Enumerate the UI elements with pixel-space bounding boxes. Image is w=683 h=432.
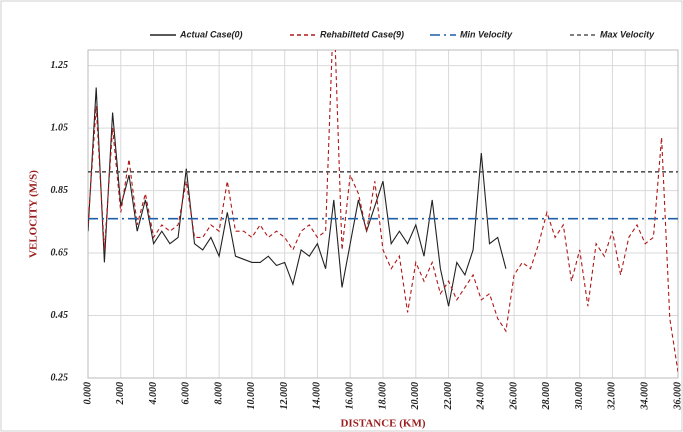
legend-label: Max Velocity bbox=[600, 29, 655, 39]
legend-label: Rehabiltetd Case(9) bbox=[320, 29, 404, 39]
x-tick-label: 30.000 bbox=[574, 382, 585, 411]
y-tick-label: 0.65 bbox=[51, 247, 69, 258]
x-tick-label: 22.000 bbox=[443, 382, 454, 411]
x-tick-label: 16.000 bbox=[345, 382, 356, 410]
series-line bbox=[88, 50, 678, 372]
x-tick-label: 14.000 bbox=[312, 382, 323, 410]
x-tick-label: 34.000 bbox=[640, 382, 651, 411]
y-tick-label: 0.85 bbox=[51, 185, 69, 196]
x-tick-label: 32.000 bbox=[607, 382, 618, 411]
x-axis-title: DISTANCE (KM) bbox=[340, 418, 425, 430]
x-tick-label: 12.000 bbox=[279, 382, 290, 410]
x-tick-label: 8.000 bbox=[213, 382, 224, 405]
x-tick-label: 4.000 bbox=[148, 382, 159, 406]
x-tick-label: 18.000 bbox=[377, 382, 388, 410]
legend-label: Min Velocity bbox=[460, 29, 513, 39]
x-tick-label: 0.000 bbox=[82, 382, 93, 405]
x-tick-label: 20.000 bbox=[410, 382, 421, 411]
x-tick-label: 10.000 bbox=[246, 382, 257, 410]
x-tick-label: 36.000 bbox=[672, 382, 683, 411]
x-tick-label: 6.000 bbox=[181, 382, 192, 405]
x-tick-label: 28.000 bbox=[541, 382, 552, 411]
y-tick-label: 0.45 bbox=[51, 310, 69, 321]
y-tick-label: 0.25 bbox=[51, 372, 69, 383]
x-tick-label: 24.000 bbox=[476, 382, 487, 411]
series-line bbox=[88, 87, 507, 307]
x-tick-label: 2.000 bbox=[115, 382, 126, 406]
plot-frame bbox=[87, 49, 679, 379]
legend-label: Actual Case(0) bbox=[179, 29, 243, 39]
labels: 0.25 0.45 0.65 0.85 1.05 1.25 0.000 2.000 4.000 6… bbox=[51, 29, 683, 410]
x-tick-label: 26.000 bbox=[508, 382, 519, 411]
y-tick-label: 1.05 bbox=[51, 122, 69, 133]
y-tick-label: 1.25 bbox=[51, 60, 69, 71]
y-axis-title: VELOCITY (M/S) bbox=[28, 170, 40, 258]
lines bbox=[88, 50, 678, 372]
